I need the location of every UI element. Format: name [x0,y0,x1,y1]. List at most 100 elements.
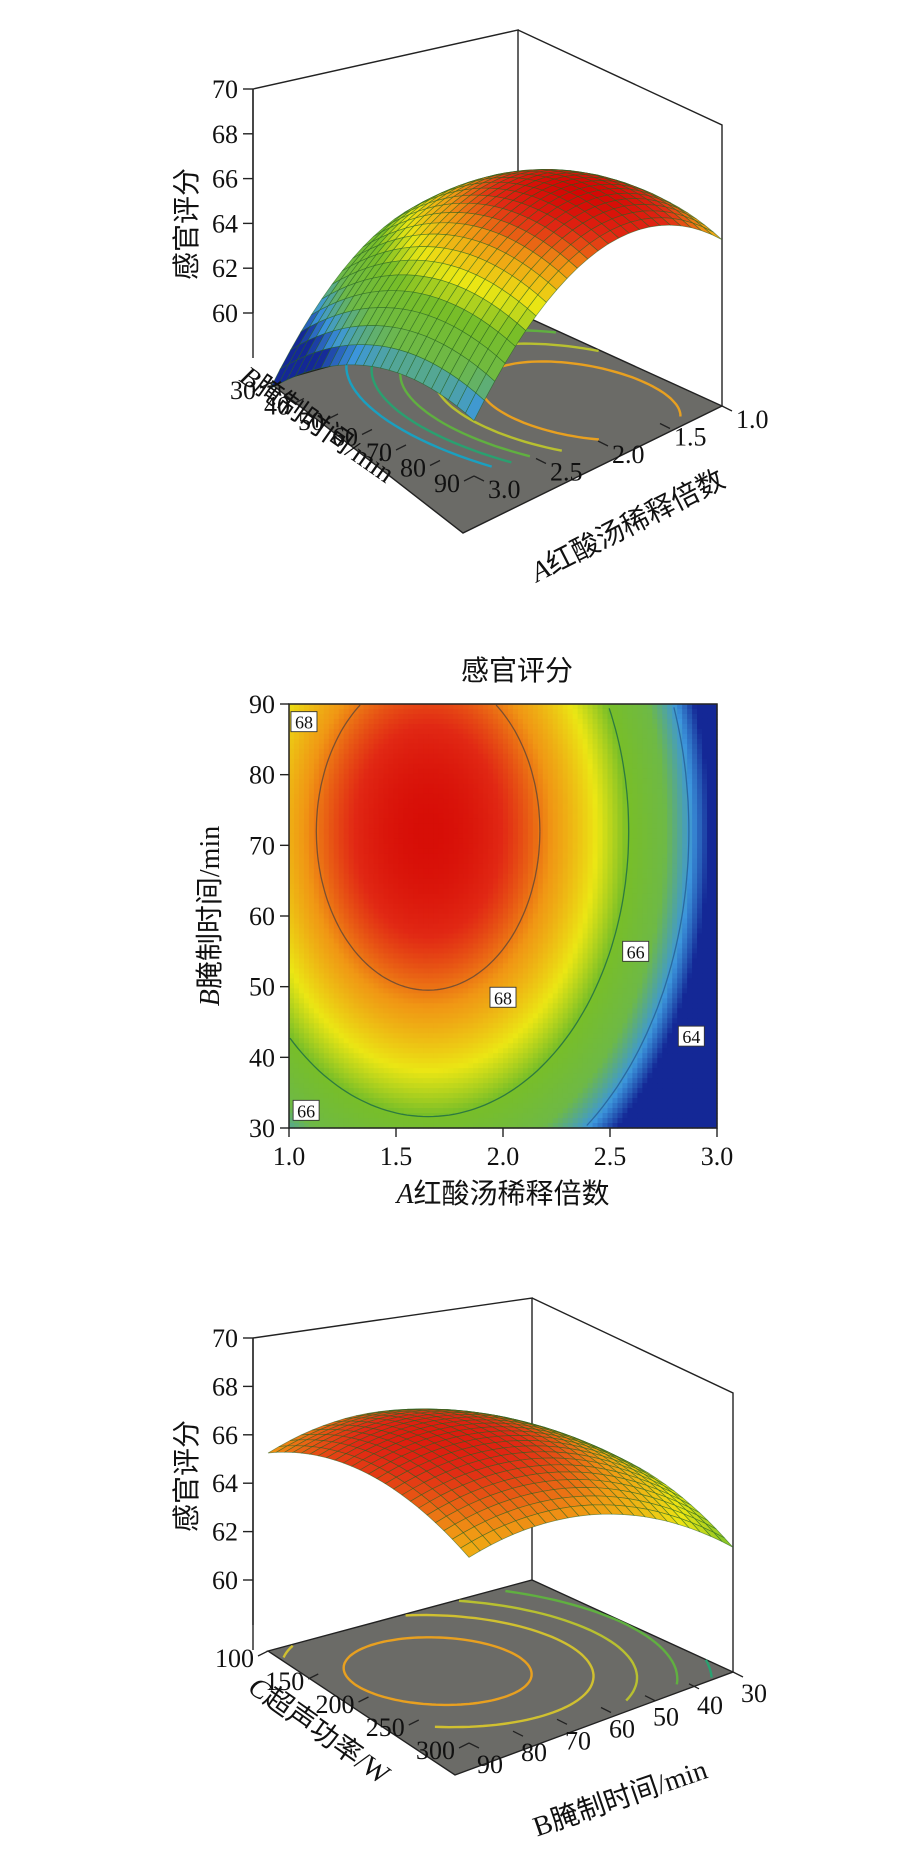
heat-cell [383,1088,390,1094]
heat-cell [498,973,504,979]
heat-cell [453,998,459,1004]
heat-cell [358,888,365,895]
heat-cell [512,1068,519,1074]
heat-cell [488,778,494,785]
heat-cell [363,718,370,725]
heat-cell [383,708,390,715]
heat-cell [318,863,325,870]
heat-cell [488,983,494,989]
heat-cell [423,958,429,964]
heat-cell [478,1083,484,1089]
heat-cell [478,893,484,900]
heat-cell [468,713,474,720]
heat-cell [378,733,385,740]
heat-cell [393,1033,400,1039]
heat-cell [388,763,395,770]
heat-cell [522,1073,529,1079]
heat-cell [413,1003,419,1009]
heat-cell [323,1083,330,1089]
heat-cell [303,898,310,905]
heat-cell [378,1083,385,1089]
heat-cell [353,863,360,870]
heat-cell [438,808,444,815]
heat-cell [428,1058,434,1064]
heat-cell [478,813,484,820]
heat-cell [398,818,405,825]
heat-cell [353,1098,360,1104]
heat-cell [338,1028,345,1034]
heat-cell [293,748,300,755]
heat-cell [532,1023,539,1029]
heat-cell [348,1088,355,1094]
heat-cell [408,838,415,845]
heat-cell [328,918,335,925]
heat-cell [328,853,335,860]
heat-cell [378,778,385,785]
heat-cell [328,833,335,840]
heat-cell [353,788,360,795]
heat-cell [463,1033,469,1039]
heat-cell [527,733,534,740]
heat-cell [393,1053,400,1059]
heat-cell [358,793,365,800]
heat-cell [353,1043,360,1049]
heat-cell [373,783,380,790]
heat-cell [403,1048,410,1054]
heat-cell [488,1083,494,1089]
heat-cell [478,838,484,845]
heat-cell [318,983,325,989]
heat-cell [308,1118,315,1124]
heat-cell [448,713,454,720]
heat-cell [413,1093,419,1099]
heat-cell [418,1048,424,1054]
heat-cell [308,818,315,825]
heat-cell [408,1053,415,1059]
z-tick-label: 64 [212,209,238,238]
heat-cell [507,958,514,964]
heat-cell [323,883,330,890]
heat-cell [532,1018,539,1024]
heat-cell [348,803,355,810]
heat-cell [512,913,519,920]
heat-cell [373,838,380,845]
heat-cell [493,798,499,805]
heat-cell [517,1038,524,1044]
heat-cell [378,768,385,775]
heat-cell [373,913,380,920]
heat-cell [512,938,519,945]
heat-cell [458,863,464,870]
heat-cell [313,998,320,1004]
heat-cell [343,758,350,765]
heat-cell [333,818,340,825]
heat-cell [318,1118,325,1124]
heat-cell [483,1113,489,1119]
heat-cell [453,1113,459,1119]
heat-cell [423,1053,429,1059]
heat-cell [517,1093,524,1099]
heat-cell [423,883,429,890]
heat-cell [527,713,534,720]
heat-cell [532,903,539,910]
heat-cell [522,713,529,720]
heat-cell [373,1103,380,1109]
heat-cell [383,738,390,745]
heat-cell [348,728,355,735]
heat-cell [328,913,335,920]
heat-cell [517,783,524,790]
heat-cell [358,1078,365,1084]
heat-cell [338,713,345,720]
heat-cell [418,1068,424,1074]
heat-cell [298,733,305,740]
heat-cell [393,898,400,905]
heat-cell [522,923,529,930]
heat-cell [393,1108,400,1114]
heat-cell [493,768,499,775]
heat-cell [463,778,469,785]
heat-cell [517,873,524,880]
heat-cell [343,803,350,810]
heat-cell [348,723,355,730]
heat-cell [468,1103,474,1109]
heat-cell [483,933,489,940]
heat-cell [483,893,489,900]
heat-cell [483,768,489,775]
